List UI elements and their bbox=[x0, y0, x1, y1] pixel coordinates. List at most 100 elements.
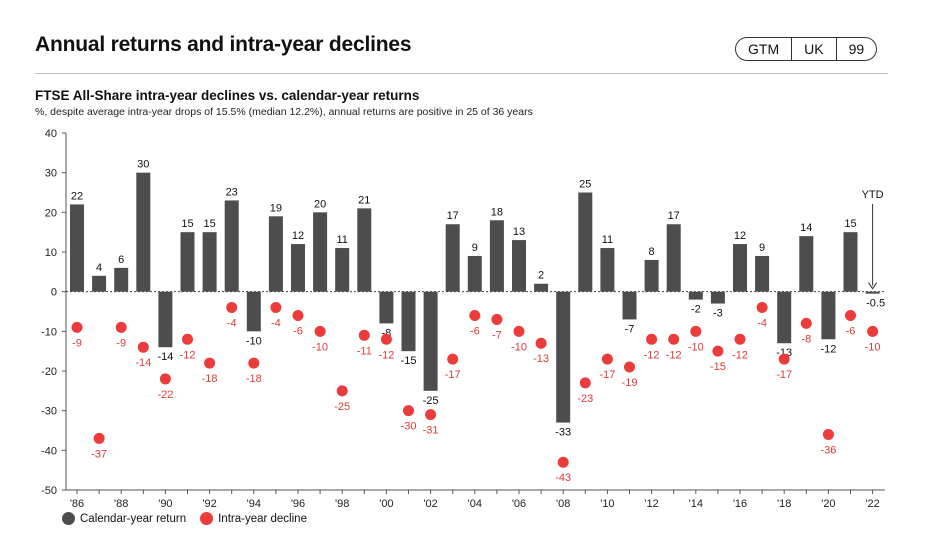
bar bbox=[865, 291, 880, 294]
bar bbox=[158, 291, 173, 348]
bar-label: 8 bbox=[649, 246, 655, 258]
x-tick-label: '00 bbox=[379, 498, 393, 510]
y-tick-label: -30 bbox=[41, 406, 57, 418]
decline-label: -10 bbox=[312, 341, 328, 353]
bar-label: 6 bbox=[118, 254, 124, 266]
bar-label: 12 bbox=[734, 230, 746, 242]
decline-label: -7 bbox=[492, 329, 502, 341]
x-tick-label: '14 bbox=[689, 498, 703, 510]
x-tick-label: '08 bbox=[556, 498, 570, 510]
x-tick-label: '88 bbox=[114, 498, 128, 510]
bar bbox=[512, 240, 526, 292]
decline-label: -17 bbox=[599, 369, 615, 381]
bar bbox=[357, 208, 372, 292]
decline-label: -4 bbox=[757, 318, 767, 330]
y-tick-label: -20 bbox=[41, 366, 57, 378]
bar bbox=[843, 232, 858, 292]
decline-dot bbox=[690, 325, 702, 337]
decline-dot bbox=[425, 409, 437, 421]
title-divider bbox=[35, 73, 888, 74]
bar bbox=[489, 220, 504, 292]
decline-dot bbox=[734, 333, 746, 345]
bar bbox=[291, 244, 305, 292]
decline-label: -10 bbox=[865, 341, 881, 353]
decline-dot bbox=[756, 302, 768, 314]
bar-label: 11 bbox=[336, 234, 347, 246]
bar bbox=[136, 172, 151, 292]
legend-swatch-bars bbox=[62, 512, 75, 525]
bar bbox=[202, 232, 217, 292]
bar bbox=[335, 248, 350, 292]
bar-label: -8 bbox=[382, 327, 392, 339]
bar bbox=[534, 283, 549, 292]
bar-label: -12 bbox=[820, 343, 836, 355]
bar bbox=[688, 291, 703, 300]
bar-label: 2 bbox=[538, 270, 544, 282]
decline-dot bbox=[314, 325, 326, 337]
decline-dot bbox=[292, 309, 304, 321]
bar-label: 11 bbox=[602, 234, 613, 246]
bar-label: 25 bbox=[579, 179, 591, 191]
y-tick-label: -40 bbox=[41, 445, 57, 457]
bar bbox=[268, 216, 283, 292]
ytd-arrow-head bbox=[868, 282, 878, 290]
y-tick-label: 0 bbox=[51, 287, 57, 299]
x-tick-label: '02 bbox=[423, 498, 437, 510]
decline-dot bbox=[248, 357, 260, 369]
x-tick-label: '16 bbox=[733, 498, 747, 510]
bar-label: 14 bbox=[800, 222, 812, 234]
bar bbox=[777, 291, 792, 344]
decline-label: -25 bbox=[334, 401, 350, 413]
bar bbox=[379, 291, 394, 324]
y-tick-label: 10 bbox=[45, 247, 57, 259]
y-tick-label: -10 bbox=[41, 326, 57, 338]
y-tick-label: 20 bbox=[45, 207, 57, 219]
decline-label: -6 bbox=[846, 325, 856, 337]
tag-uk: UK bbox=[791, 38, 835, 60]
bar-label: 9 bbox=[759, 242, 765, 254]
decline-label: -6 bbox=[293, 325, 303, 337]
decline-label: -30 bbox=[401, 421, 417, 433]
x-tick-label: '18 bbox=[777, 498, 791, 510]
bar-label: 4 bbox=[96, 262, 102, 274]
decline-label: -12 bbox=[180, 349, 196, 361]
bar-label: 17 bbox=[447, 210, 459, 222]
x-tick-label: '96 bbox=[291, 498, 305, 510]
decline-dot bbox=[557, 456, 569, 468]
bar bbox=[733, 244, 747, 292]
x-tick-label: '92 bbox=[202, 498, 216, 510]
bar bbox=[246, 291, 261, 332]
x-tick-label: '04 bbox=[468, 498, 482, 510]
decline-dot bbox=[403, 405, 414, 417]
decline-dot bbox=[800, 317, 812, 329]
decline-label: -17 bbox=[445, 369, 461, 381]
chart-title: FTSE All-Share intra-year declines vs. c… bbox=[35, 88, 420, 103]
bar bbox=[114, 267, 129, 292]
x-tick-label: '20 bbox=[821, 498, 835, 510]
x-tick-label: '10 bbox=[600, 498, 614, 510]
decline-label: -6 bbox=[470, 325, 480, 337]
bar-label: -15 bbox=[401, 355, 417, 367]
decline-label: -36 bbox=[820, 444, 836, 456]
decline-label: -4 bbox=[227, 318, 237, 330]
bar bbox=[445, 224, 460, 292]
decline-dot bbox=[137, 341, 149, 353]
x-tick-label: '90 bbox=[158, 498, 172, 510]
y-tick-label: -50 bbox=[41, 485, 57, 497]
decline-dot bbox=[447, 353, 459, 365]
x-tick-label: '06 bbox=[512, 498, 526, 510]
bar-label: -14 bbox=[157, 351, 173, 363]
decline-label: -23 bbox=[577, 393, 593, 405]
decline-dot bbox=[380, 333, 392, 345]
bar-label: 23 bbox=[226, 186, 238, 198]
bar-label: 17 bbox=[668, 210, 680, 222]
bar-label: -0.5 bbox=[866, 298, 885, 310]
decline-label: -12 bbox=[644, 349, 660, 361]
bar bbox=[799, 236, 814, 292]
bar-label: -7 bbox=[625, 323, 635, 335]
decline-label: -12 bbox=[666, 349, 682, 361]
bar-label: 20 bbox=[314, 198, 326, 210]
bar bbox=[578, 192, 593, 292]
decline-dot bbox=[115, 321, 127, 333]
